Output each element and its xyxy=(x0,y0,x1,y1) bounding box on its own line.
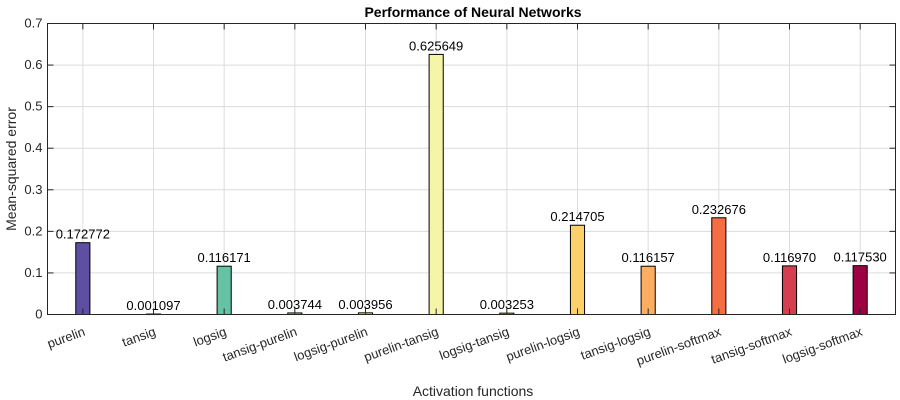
x-tick-label: logsig-purelin xyxy=(292,324,370,365)
y-axis: 0 0.1 0.2 0.3 0.4 0.5 0.6 0.7 xyxy=(24,16,896,322)
bar xyxy=(75,242,91,315)
bar xyxy=(428,53,444,315)
data-label: 0.116970 xyxy=(763,250,816,265)
x-tick-label: tansig-softmax xyxy=(709,324,794,367)
data-label: 0.172772 xyxy=(56,227,110,242)
data-label: 0.625649 xyxy=(409,38,463,53)
grid xyxy=(47,23,896,315)
y-axis-label: Mean-squared error xyxy=(3,107,19,231)
x-tick-label: logsig-softmax xyxy=(780,324,864,367)
data-label: 0.116157 xyxy=(622,250,675,265)
y-tick-label: 0.5 xyxy=(24,99,42,114)
plot-area-frame xyxy=(47,23,896,315)
y-tick-label: 0.6 xyxy=(24,57,42,72)
x-tick-label: tansig-purelin xyxy=(221,324,299,365)
y-tick-label: 0.3 xyxy=(24,182,42,197)
data-label: 0.214705 xyxy=(550,209,604,224)
x-tick-label: purelin xyxy=(45,324,87,351)
x-tick-label: tansig xyxy=(120,324,158,350)
y-tick-label: 0.1 xyxy=(24,265,42,280)
bars xyxy=(75,53,868,316)
y-tick-label: 0.4 xyxy=(24,140,42,155)
data-label: 0.116171 xyxy=(198,250,251,265)
y-tick-label: 0.2 xyxy=(24,223,42,238)
x-tick-label: logsig-tansig xyxy=(437,324,511,363)
x-tick-label: logsig xyxy=(191,324,228,350)
x-axis: purelin tansig logsigtansig-purelinlogsig-… xyxy=(45,23,865,368)
y-tick-label: 0.7 xyxy=(24,16,42,31)
y-tick-label: 0 xyxy=(35,307,42,322)
data-label: 0.003253 xyxy=(480,297,534,312)
data-label: 0.003956 xyxy=(338,297,392,312)
data-labels: 0.172772 0.001097 0.116171 0.003744 0.003956… xyxy=(56,38,887,313)
data-label: 0.001097 xyxy=(126,298,180,313)
data-label: 0.232676 xyxy=(692,202,746,217)
data-label: 0.003744 xyxy=(268,297,322,312)
x-axis-label: Activation functions xyxy=(413,383,534,399)
data-label: 0.117530 xyxy=(834,250,887,265)
bar xyxy=(852,265,868,316)
x-tick-label: purelin-logsig xyxy=(504,324,582,365)
bar xyxy=(781,265,798,315)
x-tick-label: purelin-tansig xyxy=(362,324,440,365)
bar xyxy=(711,217,727,316)
bar xyxy=(216,265,232,315)
chart-title: Performance of Neural Networks xyxy=(364,4,581,20)
bar xyxy=(569,224,586,315)
bar xyxy=(640,265,656,316)
